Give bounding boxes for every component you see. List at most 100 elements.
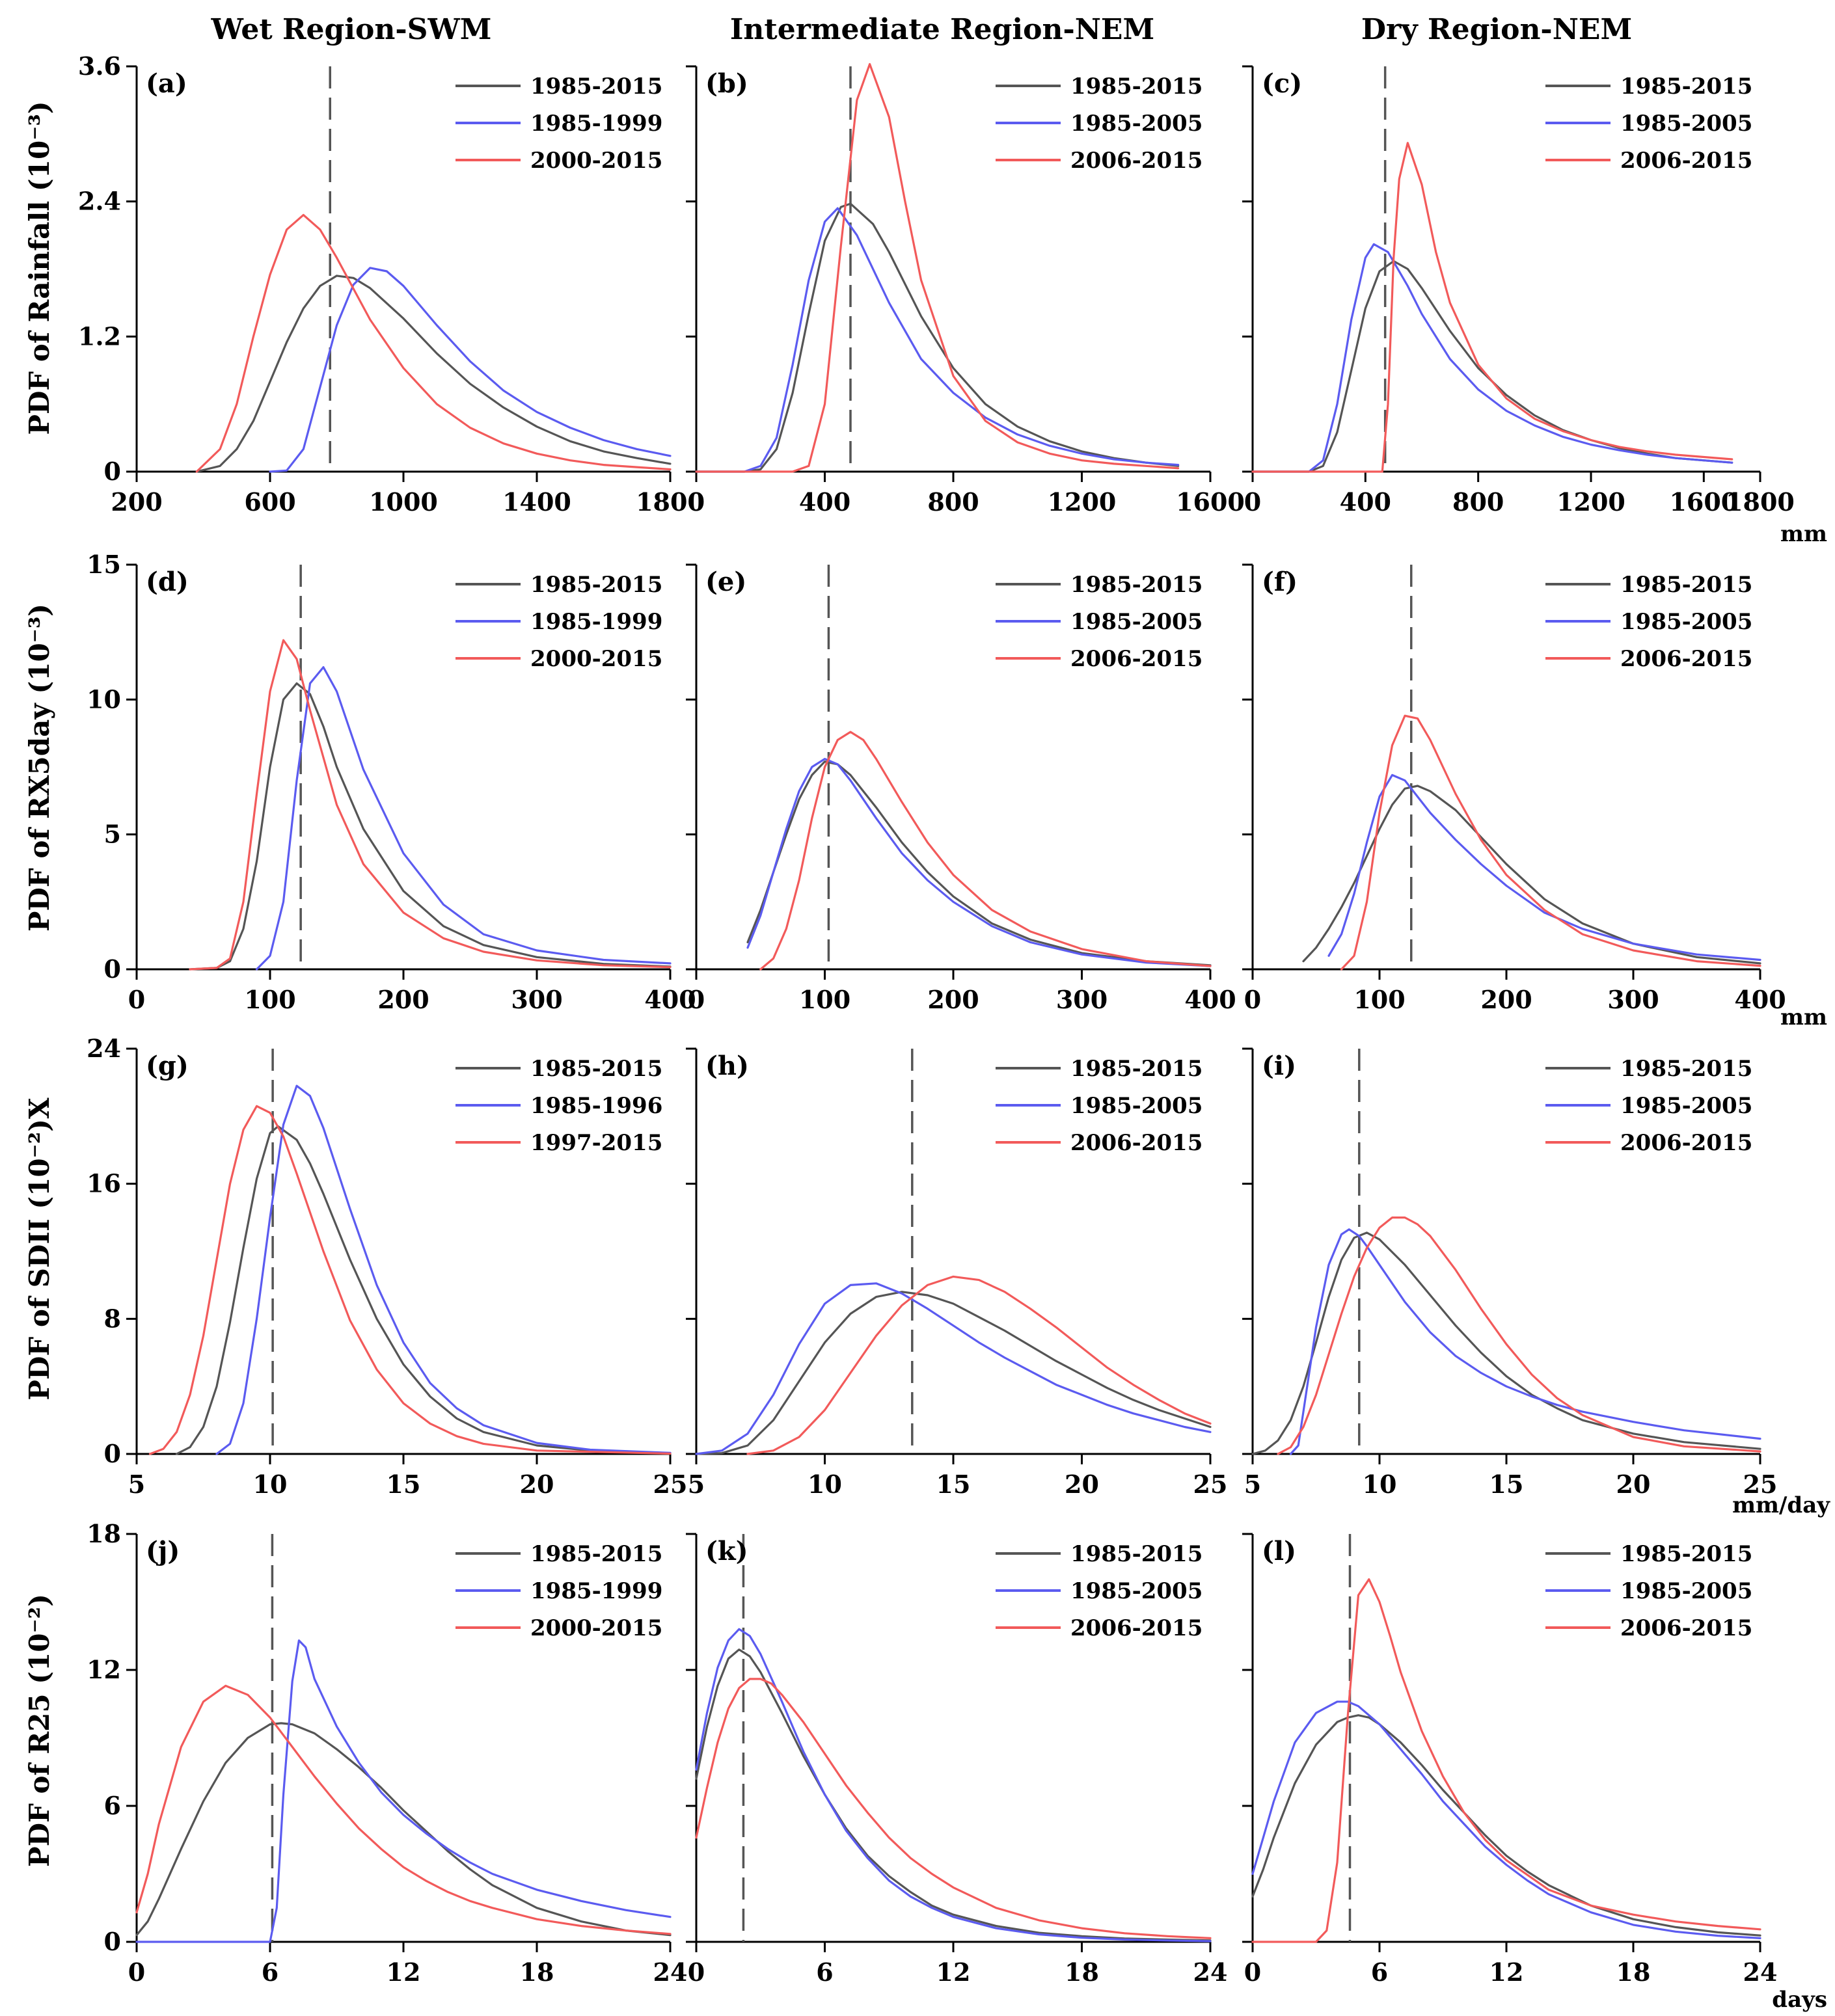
panel-k-legend-label: 1985-2005: [1070, 1578, 1203, 1604]
panel-k-letter: (k): [705, 1536, 748, 1566]
panel-j-legend-label: 2000-2015: [530, 1615, 662, 1641]
panel-f-legend-label: 1985-2015: [1620, 572, 1752, 598]
panel-g-xtick-label: 20: [520, 1470, 554, 1499]
panel-i: 5 10 15 20 25 (i) 1985-2015 1985-2005 2006-2015: [1242, 1047, 1778, 1499]
panel-j-legend-label: 1985-2015: [530, 1541, 662, 1567]
panel-j-series-1985-2015: [135, 1722, 672, 1937]
panel-k-xtick-label: 6: [816, 1957, 833, 1987]
panel-a-xtick-label: 1400: [502, 487, 571, 517]
panel-d-ytick-label: 15: [87, 550, 121, 579]
panel-c-legend-label: 1985-2005: [1620, 111, 1752, 137]
panel-k-legend-label: 1985-2015: [1070, 1541, 1203, 1567]
panel-g-xtick-label: 5: [128, 1470, 145, 1499]
panel-g-legend-label: 1985-2015: [530, 1056, 662, 1082]
panel-h-legend-label: 1985-2015: [1070, 1056, 1203, 1082]
panel-b-letter: (b): [705, 68, 748, 99]
panel-h-xtick-label: 20: [1065, 1470, 1099, 1499]
panel-d-legend-label: 1985-2015: [530, 572, 662, 598]
panel-j-xtick-label: 18: [520, 1957, 554, 1987]
panel-g-ytick-label: 16: [87, 1169, 121, 1198]
panel-j-ytick-label: 12: [87, 1655, 121, 1684]
panel-e-xtick-label: 100: [799, 985, 850, 1014]
panel-i-letter: (i): [1262, 1051, 1296, 1081]
panel-e-legend-label: 1985-2005: [1070, 609, 1203, 635]
panel-g-series-1997-2015: [148, 1105, 672, 1455]
panel-h-legend-label: 1985-2005: [1070, 1093, 1203, 1119]
unit-label-row2: mm: [1780, 1004, 1827, 1030]
panel-d-ytick-label: 10: [87, 684, 121, 714]
panel-d-xtick-label: 300: [511, 985, 562, 1014]
panel-d-xtick-label: 200: [377, 985, 429, 1014]
panel-e-series-2006-2015: [759, 731, 1212, 971]
panel-k-xtick-label: 0: [688, 1957, 705, 1987]
panel-l-letter: (l): [1262, 1536, 1296, 1566]
panel-i-legend-label: 1985-2015: [1620, 1056, 1752, 1082]
panel-h-series-2006-2015: [746, 1275, 1212, 1455]
panel-a-letter: (a): [146, 68, 187, 99]
panel-j-ytick-label: 18: [87, 1519, 121, 1548]
panel-a-xtick-label: 600: [244, 487, 295, 517]
panel-d-series-1985-2015: [189, 682, 672, 971]
panel-f-legend-label: 2006-2015: [1620, 646, 1752, 672]
panel-l-xtick-label: 0: [1244, 1957, 1261, 1987]
panel-i-xtick-label: 25: [1743, 1470, 1778, 1499]
panel-j-xtick-label: 12: [387, 1957, 421, 1987]
panel-h: 5 10 15 20 25 (h) 1985-2015 1985-2005 2006-2015: [686, 1047, 1228, 1499]
panel-h-xtick-label: 25: [1193, 1470, 1228, 1499]
panel-i-xtick-label: 5: [1244, 1470, 1261, 1499]
panel-e-legend-label: 2006-2015: [1070, 646, 1203, 672]
panel-d-ytick-label: 0: [104, 954, 121, 984]
panel-b-series-1985-2015: [695, 202, 1180, 473]
panel-a: 0 1.2 2.4 3.6 200 600 1000 1400 1800 (a) 1985-2015…: [78, 51, 705, 517]
panel-f-xtick-label: 100: [1353, 985, 1405, 1014]
unit-label-row1: mm: [1780, 521, 1827, 547]
panel-f-series-1985-2005: [1327, 773, 1761, 961]
panel-a-series-1985-1999: [269, 267, 672, 473]
panel-l-legend-label: 1985-2005: [1620, 1578, 1752, 1604]
panel-h-xtick-label: 5: [688, 1470, 705, 1499]
panel-g-legend-label: 1985-1996: [530, 1093, 662, 1119]
panel-e: 0 100 200 300 400 (e) 1985-2015 1985-2005 2006-2…: [686, 563, 1236, 1014]
panel-l-legend-label: 2006-2015: [1620, 1615, 1752, 1641]
panel-f: 0 100 200 300 400 (f) 1985-2015 1985-2005 2006-2…: [1242, 563, 1786, 1014]
panel-l-xtick-label: 24: [1743, 1957, 1778, 1987]
panel-d-xtick-label: 100: [244, 985, 295, 1014]
unit-label-row4: days: [1772, 1987, 1827, 2013]
panel-k-xtick-label: 24: [1193, 1957, 1228, 1987]
ylabel-rainfall: PDF of Rainfall (10⁻³): [23, 101, 55, 435]
panel-j-xtick-label: 24: [653, 1957, 688, 1987]
panel-a-legend-label: 1985-1999: [530, 111, 662, 137]
panel-g-ytick-label: 0: [104, 1439, 121, 1468]
panel-j-ytick-label: 0: [104, 1927, 121, 1956]
panel-h-xtick-label: 10: [808, 1470, 842, 1499]
panel-f-xtick-label: 0: [1244, 985, 1261, 1014]
panel-h-letter: (h): [705, 1051, 749, 1081]
panel-l-xtick-label: 6: [1371, 1957, 1388, 1987]
panel-e-series-1985-2005: [746, 757, 1212, 967]
panel-d-series-2000-2015: [189, 639, 672, 971]
panel-b-xtick-label: 1600: [1176, 487, 1245, 517]
panel-j-series-2000-2015: [135, 1684, 672, 1935]
panel-g: 0 8 16 24 5 10 15 20 25 (g) 1985-2015 1985-1996 1997…: [87, 1034, 687, 1499]
panel-g-series-1985-2015: [175, 1125, 672, 1455]
panel-i-legend-label: 1985-2005: [1620, 1093, 1752, 1119]
panel-f-xtick-label: 300: [1607, 985, 1659, 1014]
panel-a-ytick-label: 2.4: [78, 187, 121, 216]
panel-b-xtick-label: 1200: [1048, 487, 1117, 517]
panel-f-series-1985-2015: [1302, 785, 1761, 965]
panel-a-series-2000-2015: [195, 213, 672, 473]
ylabel-r25: PDF of R25 (10⁻²): [23, 1594, 55, 1867]
panel-f-xtick-label: 200: [1480, 985, 1532, 1014]
panel-c-xtick-label: 1800: [1726, 487, 1795, 517]
panel-d: 0 5 10 15 0 100 200 300 400 (d) 1985-2015 1985-1999…: [87, 550, 696, 1014]
panel-d-xtick-label: 0: [128, 985, 145, 1014]
unit-label-row3: mm/day: [1732, 1492, 1830, 1518]
column-title-wet: Wet Region-SWM: [211, 13, 492, 46]
panel-f-letter: (f): [1262, 567, 1298, 597]
panel-e-xtick-label: 300: [1056, 985, 1108, 1014]
panel-g-ytick-label: 8: [104, 1304, 121, 1333]
panel-l-series-1985-2015: [1251, 1714, 1761, 1937]
panel-d-series-1985-1999: [255, 665, 672, 971]
